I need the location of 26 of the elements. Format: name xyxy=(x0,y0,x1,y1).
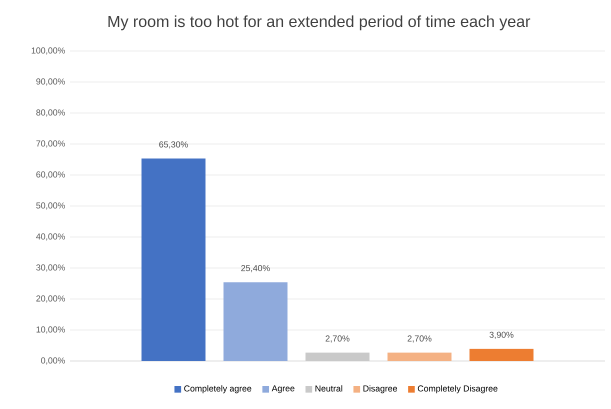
y-tick-label: 50,00% xyxy=(36,202,65,210)
bar xyxy=(223,282,288,361)
y-tick-label: 0,00% xyxy=(41,357,65,365)
data-label: 25,40% xyxy=(241,265,270,272)
legend-label: Completely Disagree xyxy=(418,385,498,394)
bar xyxy=(142,158,206,361)
data-label: 2,70% xyxy=(326,335,350,343)
y-tick-label: 30,00% xyxy=(36,264,65,272)
data-label: 3,90% xyxy=(490,332,514,339)
legend-label: Disagree xyxy=(363,385,398,394)
y-tick-label: 20,00% xyxy=(36,295,65,303)
bar xyxy=(470,348,534,361)
y-tick-label: 40,00% xyxy=(36,233,65,241)
y-tick-label: 70,00% xyxy=(36,140,65,148)
y-tick-label: 80,00% xyxy=(36,109,65,117)
y-tick-label: 10,00% xyxy=(36,326,65,334)
data-label: 65,30% xyxy=(159,141,188,149)
chart-title: My room is too hot for an extended period of time each year xyxy=(108,15,530,30)
legend-label: Agree xyxy=(272,385,294,394)
legend-label: Completely agree xyxy=(184,385,252,394)
data-label: 2,70% xyxy=(408,335,432,343)
bar xyxy=(387,352,452,361)
y-tick-label: 100,00% xyxy=(32,47,65,55)
y-tick-label: 90,00% xyxy=(36,78,65,86)
y-tick-label: 60,00% xyxy=(36,171,65,179)
legend-label: Neutral xyxy=(316,385,342,392)
